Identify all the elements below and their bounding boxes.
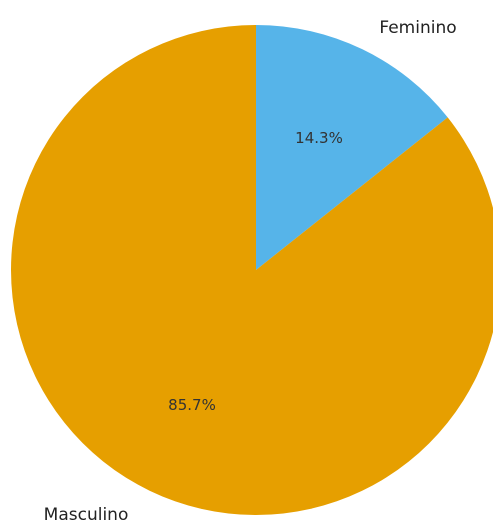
pie-slice-masculino <box>11 25 493 515</box>
pie-slice-feminino <box>256 25 448 270</box>
slice-pct-masculino: 85.7% <box>168 396 216 414</box>
slice-label-masculino: Masculino <box>44 505 129 521</box>
slice-pct-feminino: 14.3% <box>295 129 343 147</box>
slice-label-feminino: Feminino <box>379 18 456 38</box>
pie-slices <box>11 25 493 515</box>
